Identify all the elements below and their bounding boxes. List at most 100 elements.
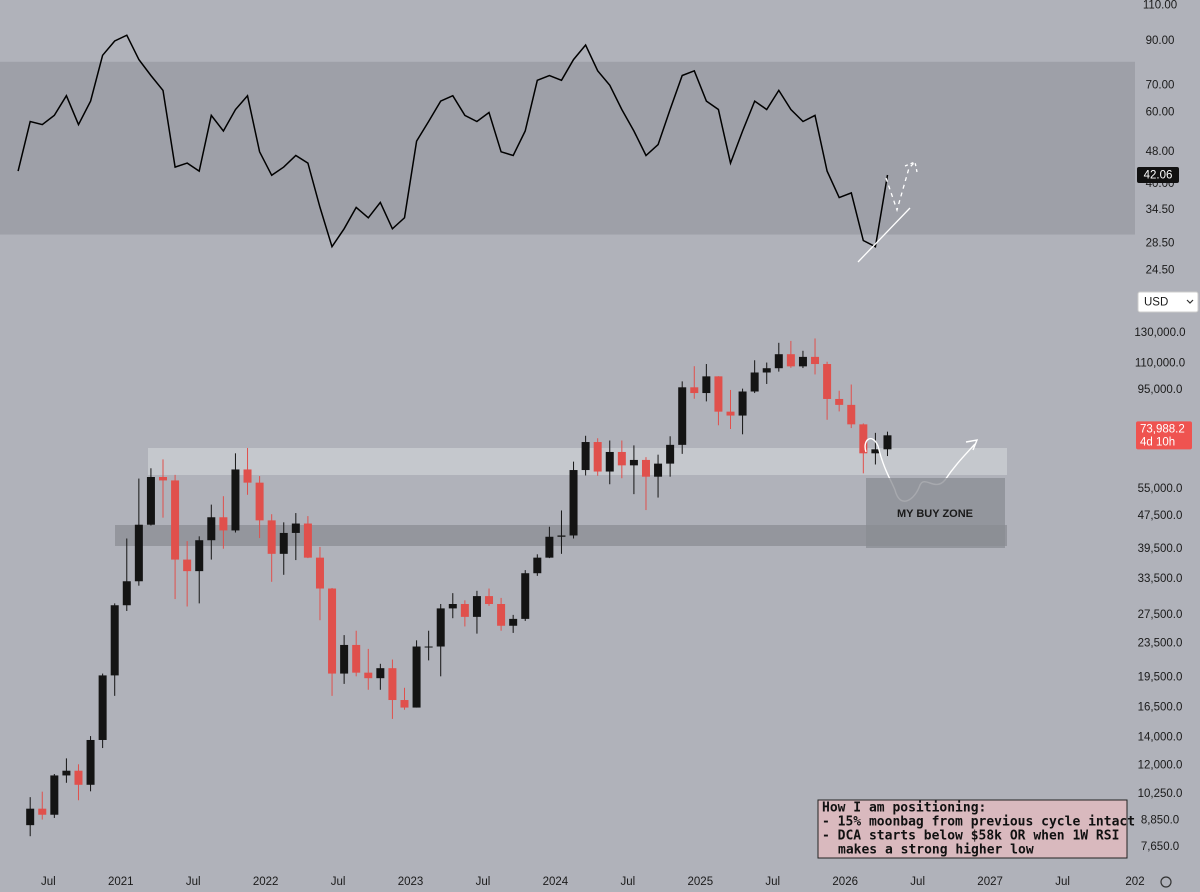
candle-body [654, 463, 663, 477]
candle-body [786, 354, 795, 367]
candle-body [122, 581, 131, 606]
candle-body [26, 808, 35, 826]
candle-body [159, 477, 168, 481]
candle-body [86, 739, 95, 785]
x-tick-label: Jul [331, 876, 346, 888]
note-line: - DCA starts below $58k OR when 1W RSI [822, 829, 1119, 844]
projection-arrow [885, 161, 916, 213]
candle-body [557, 535, 566, 537]
trend-line [857, 207, 911, 263]
candle-body [472, 596, 481, 617]
candle-body [303, 523, 312, 558]
x-tick-label: Jul [1055, 876, 1070, 888]
candle-body [352, 644, 361, 673]
y-tick-label: 39,500.0 [1138, 543, 1183, 555]
chevron [1186, 299, 1194, 304]
candle-body [811, 356, 820, 365]
candle-body [376, 668, 385, 679]
y-tick-label: 60.00 [1146, 106, 1175, 118]
candle-body [134, 524, 143, 582]
y-tick-label: 70.00 [1146, 79, 1175, 91]
candle-body [605, 451, 614, 472]
y-tick-label: 7,650.0 [1141, 841, 1179, 853]
candle-body [726, 411, 735, 416]
candle-body [823, 364, 832, 399]
candle-body [774, 354, 783, 369]
candle-body [364, 672, 373, 679]
rsi-line [17, 34, 889, 249]
settings-icon[interactable] [1160, 876, 1172, 888]
candle-body [424, 646, 433, 648]
candle-body [146, 477, 155, 525]
candle-body [871, 449, 880, 454]
y-tick-label: 55,000.0 [1138, 483, 1183, 495]
currency-select[interactable] [1137, 291, 1199, 313]
y-tick-label: 47,500.0 [1138, 510, 1183, 522]
candle-body [798, 356, 807, 367]
candle-body [98, 675, 107, 740]
x-tick-label: Jul [186, 876, 201, 888]
x-tick-label: 2023 [398, 876, 424, 888]
rsi-band [0, 61, 1135, 235]
y-tick-label: 27,500.0 [1138, 609, 1183, 621]
candle-body [497, 604, 506, 626]
candle-body [400, 700, 409, 708]
note: How I am positioning: - 15% moonbag from… [817, 799, 1135, 859]
x-tick-label: Jul [621, 876, 636, 888]
last-price-box [1136, 421, 1192, 450]
x-tick-label: Jul [910, 876, 925, 888]
y-tick-label: 48.00 [1146, 146, 1175, 158]
candle-body [569, 470, 578, 536]
candle-body [738, 391, 747, 416]
y-tick-label: 23,500.0 [1138, 637, 1183, 649]
buy-zone-label: MY BUY ZONE [897, 508, 973, 520]
candle-body [460, 604, 469, 617]
candle-body [38, 808, 47, 815]
arrow-head [965, 439, 979, 451]
y-tick-label: 34.50 [1146, 204, 1175, 216]
note-line: - 15% moonbag from previous cycle intact [822, 815, 1135, 830]
note-line: How I am positioning: [822, 801, 986, 816]
candle-body [883, 435, 892, 450]
candle-body [195, 540, 204, 572]
countdown-label: 4d 10h [1140, 436, 1175, 448]
x-tick-label: 202 [1125, 876, 1144, 888]
candle-body [448, 604, 457, 609]
candle-body [762, 368, 771, 373]
candle-body [521, 573, 530, 619]
candle-body [171, 480, 180, 560]
y-tick-label: 95,000.0 [1138, 384, 1183, 396]
y-tick-label: 90.00 [1146, 35, 1175, 47]
candle-body [859, 424, 868, 454]
candle-body [533, 557, 542, 574]
candle-body [388, 668, 397, 701]
candle-body [110, 605, 119, 676]
candle-body [328, 588, 337, 674]
y-tick-label: 28.50 [1146, 238, 1175, 250]
candle-body [231, 469, 240, 531]
last-value-box [1137, 167, 1179, 184]
x-tick-label: Jul [41, 876, 56, 888]
y-tick-label: 33,500.0 [1138, 573, 1183, 585]
candle-body [690, 387, 699, 394]
candle-body [509, 618, 518, 626]
note-box [817, 799, 1128, 859]
candle-body [545, 536, 554, 558]
x-tick-label: 2021 [108, 876, 134, 888]
y-tick-label: 110,000.0 [1135, 357, 1185, 369]
candle-body [50, 775, 59, 815]
x-tick-label: 2026 [832, 876, 858, 888]
candle-body [267, 520, 276, 554]
candle-body [340, 644, 349, 674]
candle-body [714, 376, 723, 412]
buy-zone [866, 478, 1005, 548]
x-tick-label: 2024 [543, 876, 569, 888]
candle-body [835, 398, 844, 405]
note-line: makes a strong higher low [838, 843, 1034, 858]
candle-body [62, 770, 71, 776]
candle-body [207, 517, 216, 541]
y-tick-label: 19,500.0 [1138, 671, 1183, 683]
y-tick-label: 110.00 [1143, 0, 1177, 12]
x-tick-label: 2025 [688, 876, 714, 888]
